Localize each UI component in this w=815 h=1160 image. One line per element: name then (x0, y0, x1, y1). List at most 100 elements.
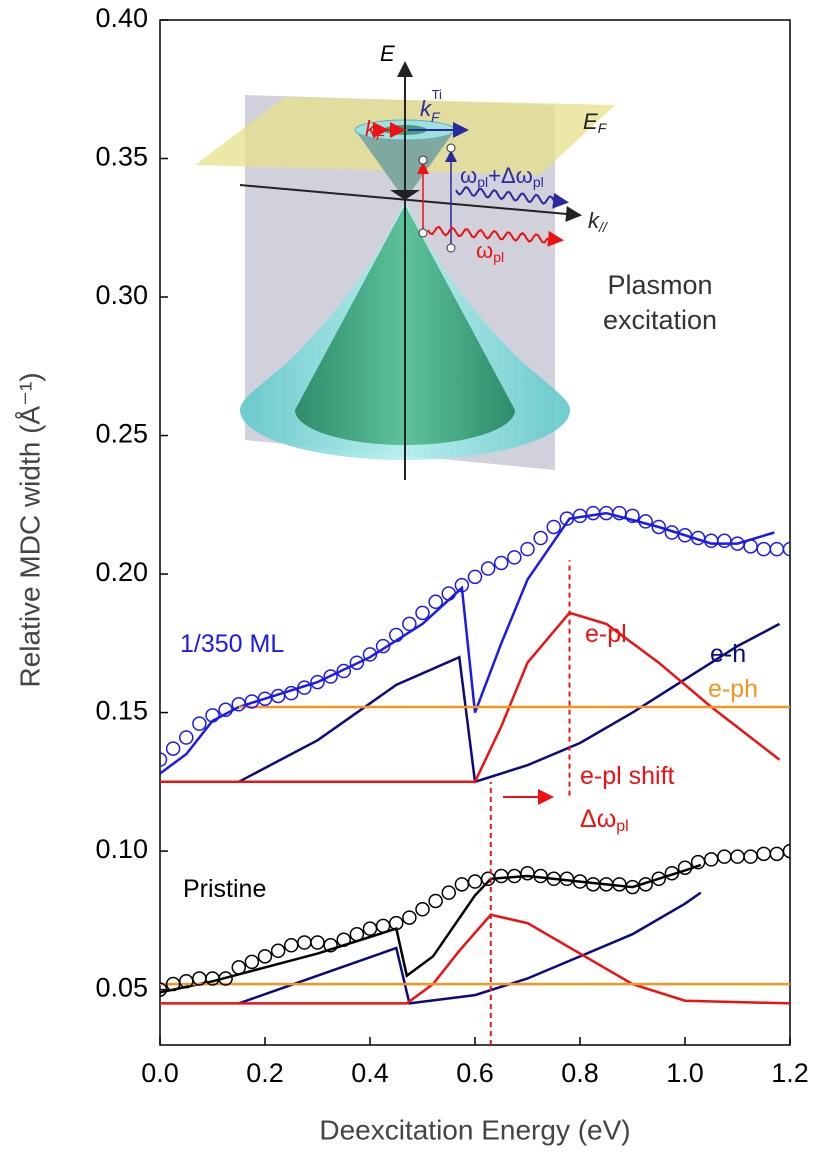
annotation-text: e-h (710, 640, 746, 668)
data-point (375, 638, 391, 654)
plasmon-wave (455, 186, 569, 209)
annotation: e-pl shift (580, 762, 675, 790)
data-point (454, 877, 470, 892)
data-point (428, 893, 443, 909)
y-axis-title: Relative MDC width (Å⁻¹) (14, 372, 45, 687)
data-point (428, 594, 443, 610)
data-point (638, 514, 653, 529)
inset-caption: excitation (603, 305, 717, 335)
annotation-text: e-pl (585, 620, 627, 648)
data-point (494, 868, 509, 884)
t: +Δω (488, 163, 533, 188)
data-point (494, 555, 509, 571)
data-point (323, 938, 338, 953)
data-point (769, 846, 785, 862)
data-point (651, 519, 666, 535)
data-point (717, 849, 732, 864)
data-point (415, 605, 430, 621)
data-point (730, 849, 745, 864)
data-point (231, 960, 246, 975)
data-point (756, 541, 771, 557)
state (418, 228, 428, 238)
data-layer (160, 505, 790, 1045)
y-tick-label: 0.30 (95, 280, 148, 310)
data-point (310, 674, 325, 690)
data-point (244, 954, 260, 970)
data-point (625, 508, 640, 524)
data-point (704, 852, 719, 867)
x-tick-label: 0.4 (351, 1058, 389, 1088)
t: k (420, 96, 432, 121)
data-point (507, 550, 522, 565)
data-point (297, 680, 312, 695)
data-point (769, 541, 785, 557)
data-point (375, 918, 391, 934)
annotation: e-ph (708, 675, 758, 703)
fit-line (238, 622, 781, 784)
annotation-text: e-ph (708, 675, 758, 703)
data-point (218, 702, 233, 718)
data-point (782, 843, 790, 859)
data-point (218, 971, 233, 986)
x-tick-label: 1.0 (666, 1058, 704, 1088)
inset-caption: Plasmon (607, 270, 712, 300)
annotation-text: e-pl shift (580, 762, 675, 790)
t: pl (477, 174, 488, 190)
data-point (402, 616, 417, 632)
plasmon-wave (427, 225, 564, 247)
annotation: e-h (710, 640, 746, 668)
k-axis (239, 184, 582, 222)
data-point (284, 938, 299, 953)
t: ω (460, 163, 477, 188)
inset-label: ωpl (476, 238, 504, 265)
y-tick-label: 0.40 (95, 3, 148, 33)
t: k (588, 208, 600, 233)
data-point (165, 741, 181, 756)
data-point (160, 982, 168, 997)
data-point (349, 926, 365, 942)
data-point (520, 865, 535, 881)
state (418, 155, 428, 165)
data-point (284, 685, 299, 701)
annotation-sub: pl (616, 818, 628, 835)
data-point (362, 647, 378, 662)
data-point (257, 949, 273, 964)
data-point (441, 885, 456, 900)
annotation: e-pl (585, 620, 627, 648)
t: // (598, 219, 609, 235)
t: ω (476, 238, 493, 263)
data-point (533, 530, 548, 546)
annotation: Δωpl (580, 805, 629, 836)
data-point (743, 539, 758, 554)
data-point (323, 669, 338, 684)
inset-label: E (380, 41, 395, 66)
t: k (365, 116, 377, 141)
annotation: Pristine (183, 875, 266, 903)
y-tick-label: 0.10 (95, 834, 148, 864)
data-point (179, 730, 194, 745)
data-point (349, 655, 365, 670)
data-point (546, 519, 561, 535)
x-axis-title: Deexcitation Energy (eV) (319, 1114, 630, 1145)
data-point (310, 935, 325, 950)
data-point (717, 533, 732, 549)
data-point (782, 541, 790, 557)
data-point (362, 921, 378, 936)
fit-line (238, 891, 702, 1005)
data-point (467, 874, 483, 889)
fit-line (160, 863, 702, 994)
y-tick-label: 0.25 (95, 419, 148, 449)
data-point (192, 716, 207, 731)
annotation-text: Pristine (183, 875, 266, 903)
t: pl (533, 174, 544, 190)
annotation-text: Δω (580, 805, 616, 833)
data-point (441, 586, 456, 601)
plot-area (159, 19, 791, 1046)
y-tick-label: 0.15 (95, 696, 148, 726)
inset-label: k// (588, 208, 609, 235)
y-tick-label: 0.05 (95, 973, 148, 1003)
inset-label: kF Ti (420, 87, 442, 124)
data-point (585, 505, 601, 521)
data-point (336, 932, 351, 947)
